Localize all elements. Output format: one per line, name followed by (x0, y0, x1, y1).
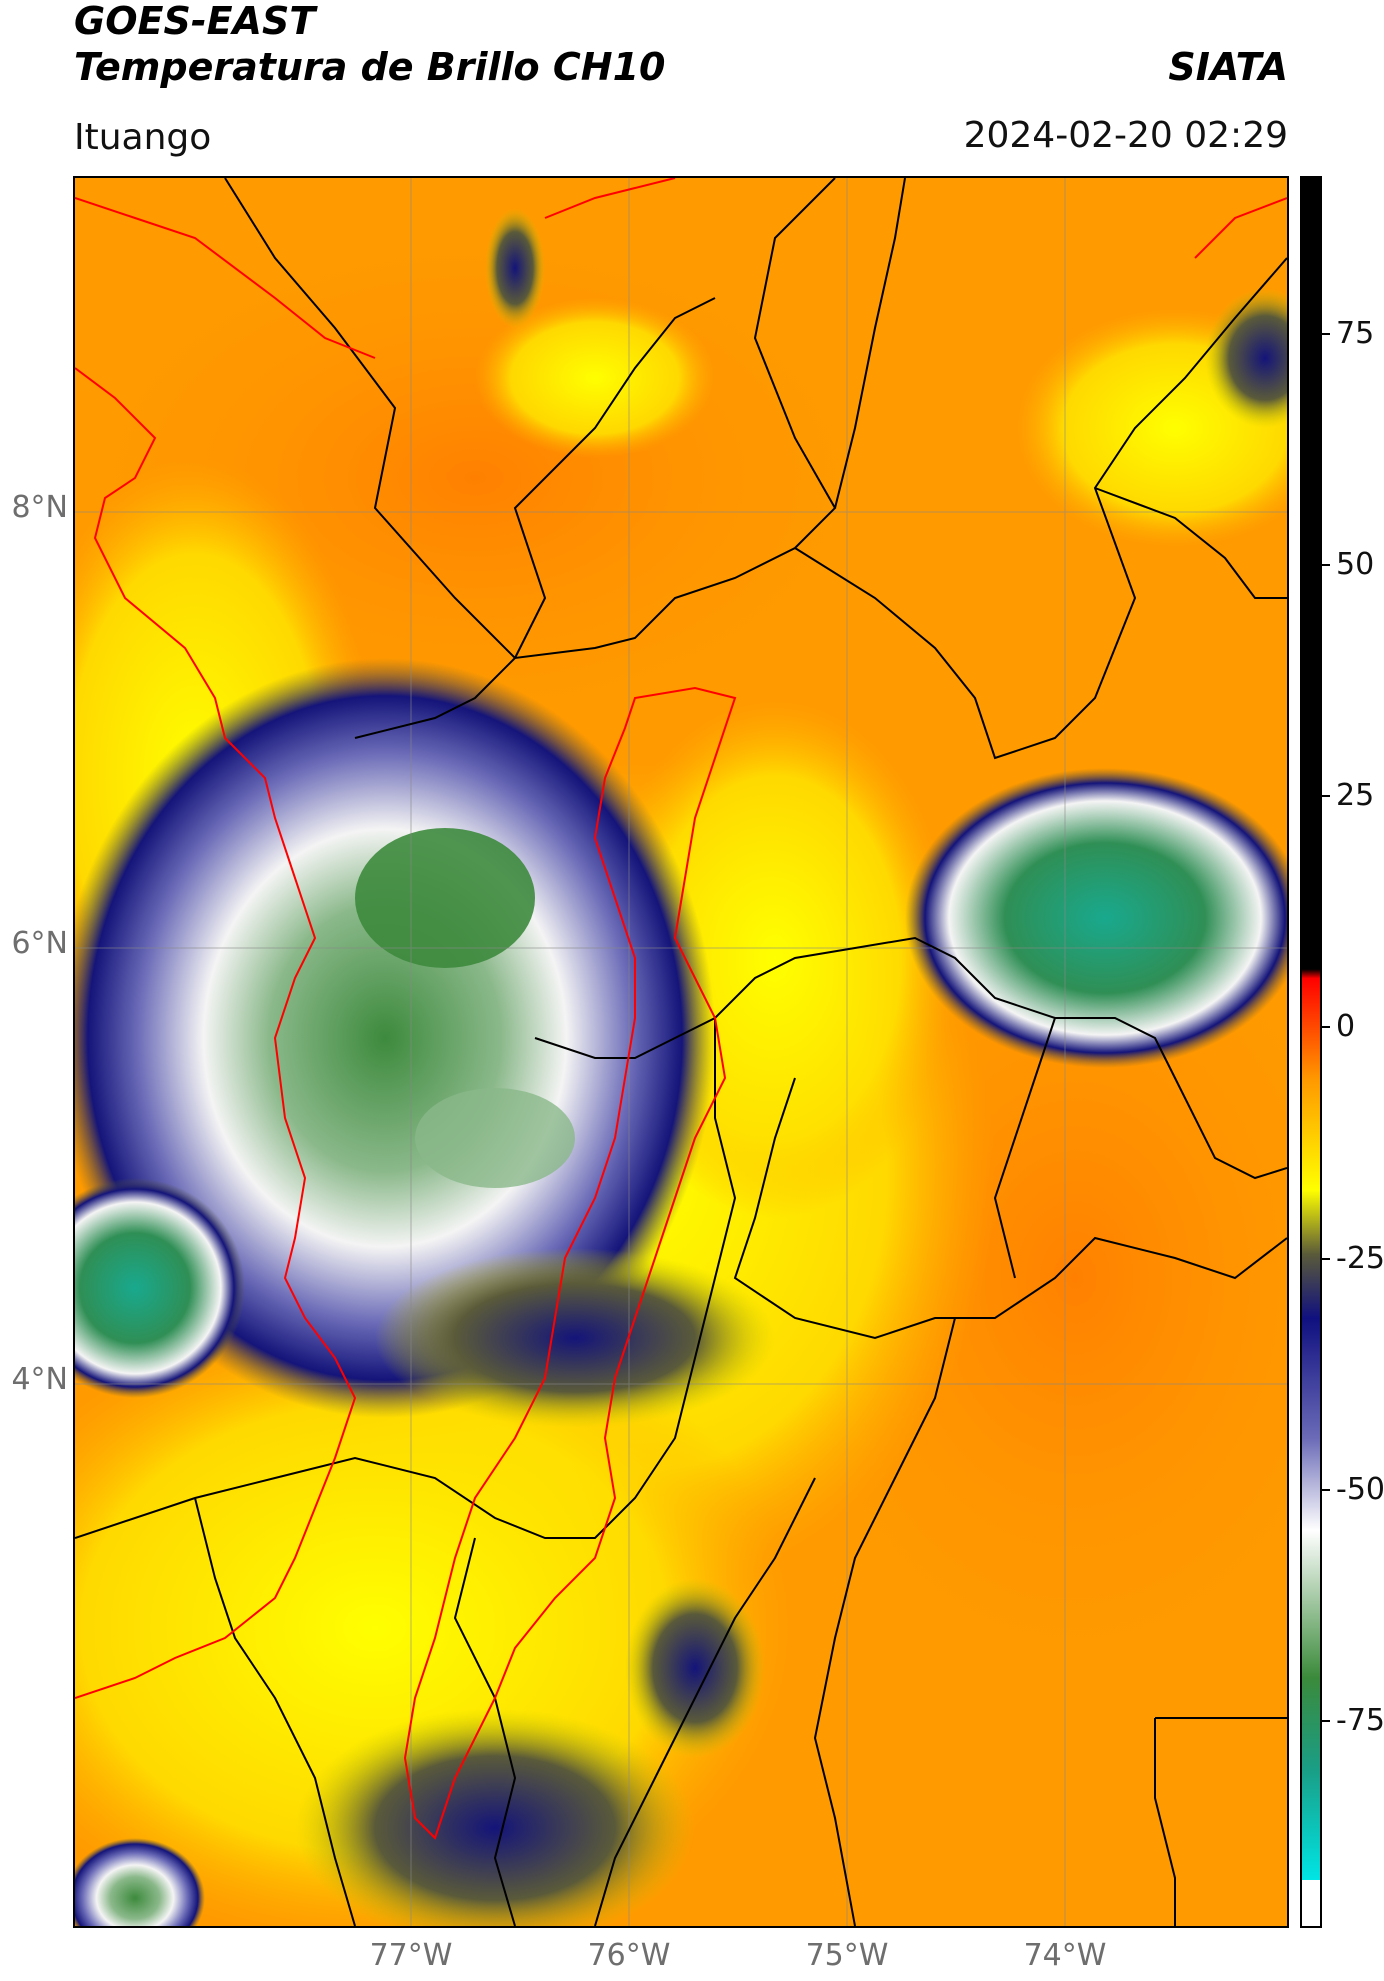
agency-label: SIATA (1168, 45, 1288, 89)
colorbar-label-minus25: -25 (1336, 1241, 1384, 1276)
datetime-label: 2024-02-20 02:29 (963, 115, 1288, 156)
lat-label-8n: 8°N (11, 490, 68, 525)
cloud-band-south (375, 1248, 775, 1428)
convective-system-main (75, 658, 715, 1418)
colorbar-tick (1322, 1026, 1330, 1028)
temperature-colorbar (1300, 176, 1322, 1928)
cloud-cluster-ne (1205, 288, 1287, 428)
cold-core-main (355, 828, 535, 968)
colorbar-tick (1322, 1489, 1330, 1491)
title-product: Temperatura de Brillo CH10 (74, 45, 666, 89)
colorbar-label-minus75: -75 (1336, 1703, 1384, 1738)
colorbar-label-25: 25 (1336, 778, 1375, 813)
lat-label-4n: 4°N (11, 1362, 68, 1397)
colorbar-label-50: 50 (1336, 547, 1375, 582)
coastline-and-region-boundary (75, 178, 1287, 1840)
cloud-cluster-sw-corner (75, 1838, 205, 1926)
colorbar-tick (1322, 1258, 1330, 1260)
region-label: Ituango (74, 117, 212, 158)
colorbar-tick (1322, 795, 1330, 797)
convective-system-east (905, 768, 1287, 1068)
map-canvas (75, 178, 1287, 1926)
colorbar-tick (1322, 1720, 1330, 1722)
colorbar-tick (1322, 333, 1330, 335)
lon-label-76w: 76°W (587, 1938, 671, 1973)
colorbar-label-75: 75 (1336, 316, 1375, 351)
colorbar-label-0: 0 (1336, 1009, 1356, 1044)
yellow-band-n (475, 298, 715, 458)
convective-system-west (75, 1178, 245, 1398)
title-satellite: GOES-EAST (74, 0, 316, 43)
lon-label-77w: 77°W (369, 1938, 453, 1973)
lon-label-75w: 75°W (805, 1938, 889, 1973)
lat-label-6n: 6°N (11, 926, 68, 961)
colorbar-tick (1322, 564, 1330, 566)
cloud-cluster-n (485, 208, 545, 328)
colorbar-label-minus50: -50 (1336, 1472, 1384, 1507)
cold-core-secondary (415, 1088, 575, 1188)
cloud-cluster-south (625, 1578, 765, 1758)
admin-boundaries (75, 178, 1287, 1926)
cloud-cluster-southwest (295, 1708, 695, 1926)
satellite-map[interactable] (73, 176, 1289, 1928)
lon-label-74w: 74°W (1023, 1938, 1107, 1973)
